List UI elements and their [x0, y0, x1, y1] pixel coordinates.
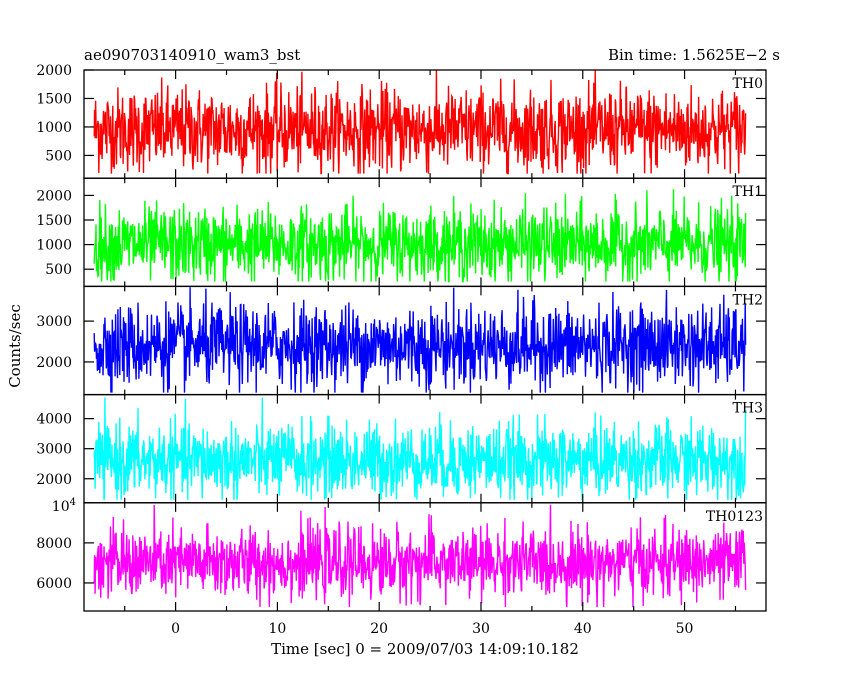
y-axis-label: Counts/sec — [6, 304, 24, 388]
x-tick-label: 20 — [370, 621, 388, 637]
y-tick-label: 2000 — [36, 63, 72, 79]
x-tick-label: 0 — [171, 621, 180, 637]
panel-label-th0: TH0 — [733, 76, 763, 92]
series-th0 — [93, 70, 747, 175]
y-tick-label: 2000 — [36, 472, 72, 488]
series-th2 — [93, 287, 747, 393]
x-tick-label: 30 — [472, 621, 490, 637]
chart-title: ae090703140910_wam3_bst — [84, 46, 300, 64]
x-tick-label: 50 — [676, 621, 694, 637]
panel-label-th1: TH1 — [733, 184, 763, 200]
y-tick-label: 3000 — [36, 314, 72, 330]
y-tick-label: 2000 — [36, 355, 72, 371]
y-tick-label: 1500 — [36, 213, 72, 229]
panel-label-th3: TH3 — [733, 401, 763, 417]
y-tick-label: 500 — [45, 262, 72, 278]
y-tick-label: 104 — [52, 497, 76, 515]
y-tick-label: 8000 — [36, 536, 72, 552]
y-tick-label: 1000 — [36, 120, 72, 136]
y-tick-label: 500 — [45, 148, 72, 164]
series-th1 — [93, 189, 747, 283]
x-tick-label: 10 — [268, 621, 286, 637]
y-tick-label: 4000 — [36, 412, 72, 428]
series-th0123 — [93, 504, 747, 608]
series-th3 — [93, 397, 747, 500]
panel-frame-th0123 — [83, 502, 767, 612]
panel-label-th2: TH2 — [733, 292, 763, 308]
y-tick-label: 6000 — [36, 576, 72, 592]
y-tick-label: 3000 — [36, 442, 72, 458]
y-tick-label: 1500 — [36, 91, 72, 107]
panel-label-th0123: TH0123 — [706, 509, 763, 525]
x-axis-label: Time [sec] 0 = 2009/07/03 14:09:10.182 — [271, 640, 579, 658]
y-tick-label: 1000 — [36, 238, 72, 254]
y-tick-label: 2000 — [36, 188, 72, 204]
bin-time-label: Bin time: 1.5625E−2 s — [608, 46, 780, 64]
x-tick-label: 40 — [574, 621, 592, 637]
